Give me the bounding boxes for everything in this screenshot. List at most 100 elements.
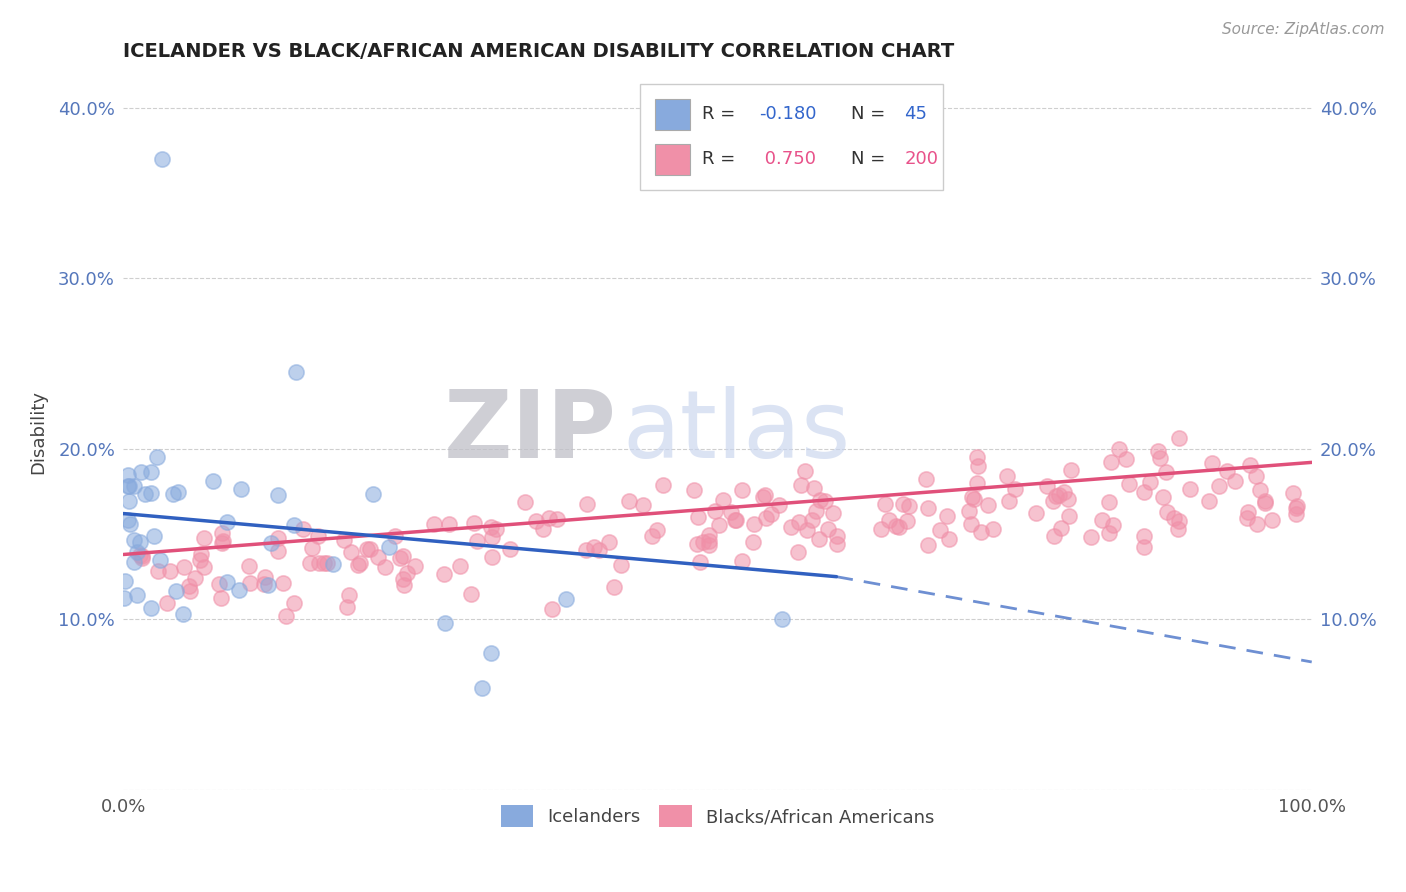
Point xyxy=(173,559,195,574)
Point xyxy=(825,529,848,543)
Text: ZIP: ZIP xyxy=(444,385,617,478)
Point xyxy=(870,522,893,536)
Point xyxy=(731,483,754,498)
Point xyxy=(796,523,818,537)
Point xyxy=(291,522,314,536)
Point xyxy=(1049,521,1071,535)
Point xyxy=(1156,505,1178,519)
Point xyxy=(361,487,384,501)
Point xyxy=(929,523,952,537)
Point xyxy=(118,494,141,508)
Point xyxy=(917,538,939,552)
Point xyxy=(211,525,233,540)
Point xyxy=(1042,494,1064,508)
Point xyxy=(139,465,162,479)
Point xyxy=(1133,528,1156,542)
Point xyxy=(1198,494,1220,508)
Point xyxy=(873,497,896,511)
Text: Source: ZipAtlas.com: Source: ZipAtlas.com xyxy=(1222,22,1385,37)
Point xyxy=(1282,486,1305,500)
Y-axis label: Disability: Disability xyxy=(30,390,46,474)
FancyBboxPatch shape xyxy=(640,84,943,190)
Point xyxy=(336,599,359,614)
Point xyxy=(177,579,200,593)
Point xyxy=(117,479,139,493)
Point xyxy=(391,549,413,563)
Point xyxy=(193,560,215,574)
Point xyxy=(582,541,605,555)
Point xyxy=(935,509,957,524)
Point xyxy=(977,498,1000,512)
Point xyxy=(1246,516,1268,531)
Point xyxy=(938,533,960,547)
Point xyxy=(1237,505,1260,519)
Point xyxy=(966,476,988,491)
Point xyxy=(1208,479,1230,493)
Point xyxy=(131,551,153,566)
Point xyxy=(1118,476,1140,491)
Point xyxy=(686,537,709,551)
Point xyxy=(803,481,825,495)
Point xyxy=(159,564,181,578)
Point xyxy=(1154,465,1177,479)
Point xyxy=(524,514,547,528)
Point xyxy=(315,556,337,570)
Point xyxy=(963,492,986,507)
Point xyxy=(1060,462,1083,476)
Point xyxy=(211,536,233,550)
Point xyxy=(697,538,720,552)
Point xyxy=(238,576,260,591)
Point xyxy=(779,519,801,533)
Point xyxy=(1053,484,1076,499)
Point xyxy=(337,588,360,602)
Point xyxy=(128,548,150,562)
Point xyxy=(1133,485,1156,500)
Point xyxy=(228,583,250,598)
Point xyxy=(898,499,921,513)
Point xyxy=(711,492,734,507)
Point xyxy=(983,522,1005,536)
Point xyxy=(271,576,294,591)
Point xyxy=(479,647,502,661)
Point xyxy=(751,490,773,504)
Point xyxy=(267,531,290,545)
Point xyxy=(118,479,141,493)
Point xyxy=(395,566,418,581)
Point xyxy=(209,591,232,606)
Point xyxy=(603,581,626,595)
Point xyxy=(966,458,988,473)
Point xyxy=(1056,492,1078,507)
Point xyxy=(576,498,599,512)
Point xyxy=(1115,451,1137,466)
Point xyxy=(1057,508,1080,523)
Point xyxy=(808,493,831,508)
Point xyxy=(388,551,411,566)
Point xyxy=(645,524,668,538)
Point xyxy=(962,490,984,504)
Point xyxy=(125,545,148,559)
Point xyxy=(915,472,938,486)
Point xyxy=(374,560,396,574)
Legend: Icelanders, Blacks/African Americans: Icelanders, Blacks/African Americans xyxy=(494,798,942,835)
Point xyxy=(134,487,156,501)
Point xyxy=(394,578,416,592)
Point xyxy=(1167,431,1189,445)
Point xyxy=(731,554,754,568)
Point xyxy=(1139,475,1161,489)
Point xyxy=(884,519,907,533)
Point xyxy=(686,510,709,524)
Point xyxy=(1045,489,1067,503)
Point xyxy=(131,465,153,479)
Point xyxy=(167,485,190,500)
Point xyxy=(546,512,568,526)
Point xyxy=(131,549,153,564)
Point xyxy=(146,450,169,465)
Point xyxy=(598,534,620,549)
Point xyxy=(682,483,704,497)
Point xyxy=(267,488,290,502)
Point xyxy=(117,513,139,527)
Point xyxy=(787,545,810,559)
Point xyxy=(1047,488,1070,502)
Point xyxy=(356,541,378,556)
Point xyxy=(1080,530,1102,544)
